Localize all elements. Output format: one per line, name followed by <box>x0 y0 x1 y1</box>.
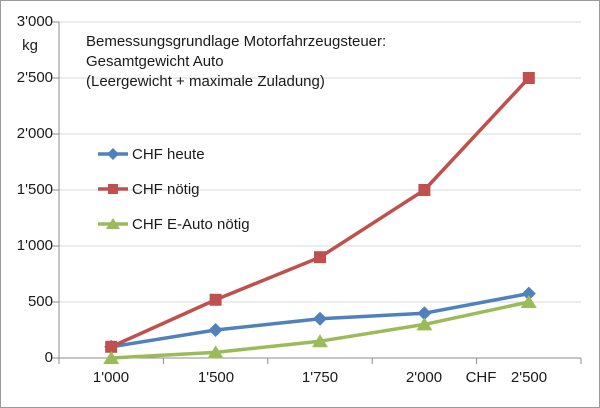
x-axis-tick-label: 1'000 <box>92 369 130 386</box>
legend-label: CHF E-Auto nötig <box>132 215 250 233</box>
x-axis-tick-label: 2'500 <box>510 369 548 386</box>
y-axis-tick-label: 1'000 <box>16 237 53 254</box>
y-axis-tick-label: 1'500 <box>16 181 53 198</box>
series-marker-triangle <box>103 351 120 364</box>
legend-item: CHF heute <box>97 145 250 163</box>
series-marker-diamond <box>521 286 536 301</box>
x-axis-unit-label: CHF <box>465 369 497 386</box>
legend-marker <box>108 184 118 194</box>
chart-title-line-3: (Leergewicht + maximale Zuladung) <box>86 73 325 90</box>
legend-label: CHF nötig <box>132 180 200 198</box>
chart-title: Bemessungsgrundlage Motorfahrzeugsteuer:… <box>86 32 386 92</box>
legend-label: CHF heute <box>132 145 205 163</box>
chart-legend: CHF heute CHF nötig CHF E-Auto nötig <box>97 145 250 250</box>
legend-marker-triangle-icon <box>98 218 128 229</box>
series-marker-diamond <box>313 311 327 326</box>
y-axis-tick-label: 2'500 <box>16 69 53 86</box>
y-axis-tick-label: 2'000 <box>16 125 53 142</box>
y-axis-tick-label: 0 <box>44 349 53 366</box>
series-marker-square <box>209 293 222 306</box>
y-axis-unit-label: kg <box>22 37 38 54</box>
chart-title-line-1: Bemessungsgrundlage Motorfahrzeugsteuer: <box>86 33 387 50</box>
series-marker-square <box>522 72 535 84</box>
series-marker-triangle <box>207 345 224 359</box>
x-axis-tick-label: 1'750 <box>301 369 339 386</box>
legend-marker <box>107 148 119 160</box>
legend-marker-diamond-icon <box>98 148 128 160</box>
legend-marker-square-icon <box>98 184 128 194</box>
series-line <box>109 300 531 360</box>
y-axis-tick-label: 3'000 <box>16 13 53 30</box>
x-axis-tick-label: 1'500 <box>197 369 235 386</box>
x-axis-tick-label: 2'000 <box>405 369 443 386</box>
series-marker-diamond <box>208 323 223 337</box>
series-marker-triangle <box>312 334 328 348</box>
series-marker-diamond <box>417 306 432 321</box>
series-marker-square <box>418 184 431 196</box>
y-axis-tick-label: 500 <box>27 293 53 310</box>
series-marker-triangle <box>416 317 433 331</box>
chart-title-line-2: Gesamtgewicht Auto <box>86 53 224 70</box>
legend-marker <box>106 218 120 229</box>
legend-item: CHF nötig <box>97 180 250 198</box>
series-marker-square <box>105 340 118 353</box>
legend-item: CHF E-Auto nötig <box>97 215 250 233</box>
series-marker-square <box>314 251 326 264</box>
series-marker-triangle <box>520 295 537 308</box>
